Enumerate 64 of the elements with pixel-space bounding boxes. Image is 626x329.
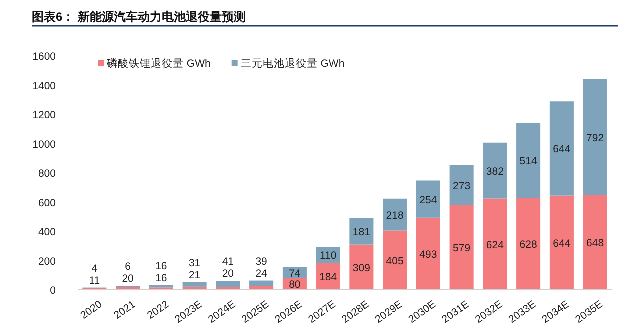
bar — [483, 198, 508, 290]
y-tick-label: 1200 — [32, 110, 56, 122]
y-tick-label: 800 — [38, 168, 56, 180]
data-label: 20 — [122, 273, 134, 286]
bar — [416, 218, 440, 290]
bar — [550, 102, 574, 196]
chart-title: 图表6： 新能源汽车动力电池退役量预测 — [32, 10, 246, 24]
bar — [583, 195, 608, 290]
bar — [516, 122, 541, 198]
y-tick-label: 1000 — [32, 138, 56, 151]
data-label: 309 — [352, 262, 371, 274]
data-label: 405 — [386, 255, 404, 268]
data-label: 644 — [553, 238, 571, 250]
bar — [483, 142, 508, 199]
data-label: 80 — [289, 279, 301, 292]
data-label: 273 — [453, 180, 471, 192]
data-label: 181 — [352, 226, 371, 239]
bar — [216, 281, 240, 288]
data-label: 6 — [125, 261, 132, 274]
data-label: 16 — [156, 260, 168, 272]
data-label: 21 — [188, 269, 201, 282]
data-label: 41 — [222, 256, 234, 268]
bar — [182, 282, 207, 287]
data-label: 254 — [420, 194, 438, 206]
bar — [383, 230, 408, 290]
data-label: 11 — [89, 274, 100, 287]
bar — [416, 180, 440, 218]
data-label: 110 — [320, 250, 337, 262]
y-tick-label: 600 — [38, 197, 56, 210]
data-label: 792 — [586, 132, 604, 144]
bar — [583, 79, 608, 196]
data-label: 20 — [222, 268, 234, 280]
x-tick-label: 2021 — [112, 298, 138, 322]
data-label: 382 — [486, 166, 504, 178]
bar — [350, 244, 374, 290]
data-label: 16 — [156, 272, 168, 284]
bar — [450, 165, 474, 206]
y-tick-label: 0 — [50, 285, 56, 297]
data-label: 493 — [420, 248, 438, 261]
bar — [550, 196, 574, 290]
data-label: 514 — [520, 156, 538, 168]
bar — [383, 198, 408, 231]
bar — [450, 205, 474, 290]
data-label: 4 — [92, 262, 98, 275]
data-label: 648 — [586, 238, 604, 250]
data-label: 184 — [320, 272, 338, 284]
data-label: 579 — [453, 242, 471, 255]
bar — [250, 280, 274, 286]
y-tick-label: 1600 — [32, 51, 56, 63]
data-label: 24 — [256, 268, 268, 280]
data-label: 74 — [289, 268, 301, 280]
y-tick-label: 1400 — [32, 80, 56, 92]
data-label: 39 — [256, 256, 268, 268]
data-label: 624 — [486, 239, 504, 252]
y-tick-label: 200 — [38, 256, 56, 268]
data-label: 31 — [188, 257, 201, 270]
legend-label: 磷酸铁锂退役量 GWh — [106, 57, 211, 70]
bar — [350, 218, 374, 245]
data-label: 628 — [520, 239, 538, 252]
y-tick-label: 400 — [38, 226, 56, 238]
data-label: 218 — [386, 210, 404, 222]
bar — [516, 198, 541, 290]
legend-label: 三元电池退役量 GWh — [240, 57, 345, 70]
data-label: 644 — [553, 144, 571, 156]
